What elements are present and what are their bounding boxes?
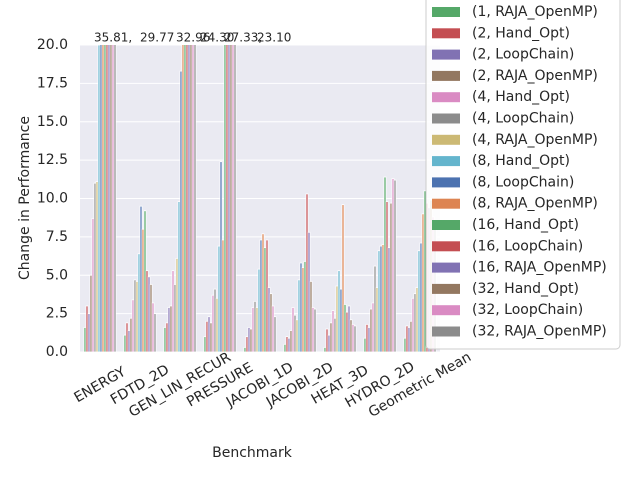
legend-swatch (432, 305, 460, 316)
y-tick-label: 17.5 (37, 75, 68, 91)
legend-swatch (432, 156, 460, 167)
legend-label: (4, Hand_Opt) (472, 89, 570, 105)
annotation: 23.10 (257, 31, 291, 45)
bar (193, 45, 197, 352)
legend-label: (2, RAJA_OpenMP) (472, 68, 598, 84)
bar (313, 308, 317, 352)
x-axis-label: Benchmark (212, 445, 293, 461)
legend-label: (16, RAJA_OpenMP) (472, 260, 607, 276)
legend-label: (32, Hand_Opt) (472, 281, 579, 297)
annotation: 27.33, (224, 31, 262, 45)
annotation: 32.96 (176, 31, 210, 45)
y-tick-label: 5.0 (46, 267, 68, 283)
legend-label: (8, Hand_Opt) (472, 153, 570, 169)
legend-swatch (432, 283, 460, 294)
legend-label: (1, RAJA_OpenMP) (472, 4, 598, 20)
legend-swatch (432, 70, 460, 81)
y-tick-label: 15.0 (37, 114, 68, 130)
legend-swatch (432, 134, 460, 145)
legend-label: (4, RAJA_OpenMP) (472, 132, 598, 148)
bar (393, 179, 397, 352)
legend-swatch (432, 326, 460, 337)
legend: (1, RAJA_OpenMP) (2, Hand_Opt) (2, LoopCha… (425, 0, 621, 350)
legend-label: (8, RAJA_OpenMP) (472, 196, 598, 212)
bar (113, 45, 117, 352)
legend-label: (32, RAJA_OpenMP) (472, 324, 607, 340)
legend-swatch (432, 113, 460, 124)
bar (353, 325, 357, 352)
bar (153, 313, 157, 352)
legend-label: (8, LoopChain) (472, 174, 574, 190)
legend-label: (2, Hand_Opt) (472, 25, 570, 41)
legend-swatch (432, 241, 460, 252)
legend-label: (16, Hand_Opt) (472, 217, 579, 233)
legend-swatch (432, 28, 460, 39)
y-tick-label: 2.5 (46, 306, 68, 322)
bar (233, 45, 237, 352)
legend-label: (2, LoopChain) (472, 47, 574, 63)
bar (341, 204, 345, 352)
legend-swatch (432, 262, 460, 273)
annotation: 35.81, (94, 31, 132, 45)
annotation: 24.30 (200, 31, 234, 45)
legend-swatch (432, 49, 460, 60)
legend-label: (16, LoopChain) (472, 238, 583, 254)
y-axis-label: Change in Performance (17, 116, 33, 280)
y-tick-label: 20.0 (37, 37, 68, 53)
legend-label: (32, LoopChain) (472, 302, 583, 318)
legend-swatch (432, 92, 460, 103)
y-tick-label: 12.5 (37, 152, 68, 168)
legend-box (425, 0, 621, 350)
legend-swatch (432, 198, 460, 209)
legend-swatch (432, 7, 460, 17)
y-tick-label: 7.5 (46, 229, 68, 245)
legend-swatch (432, 177, 460, 188)
y-tick-label: 0.0 (46, 344, 68, 360)
legend-label: (4, LoopChain) (472, 111, 574, 127)
legend-swatch (432, 220, 460, 230)
bar (273, 316, 277, 352)
y-tick-label: 10.0 (37, 191, 68, 207)
annotation: 29.77 (140, 31, 174, 45)
